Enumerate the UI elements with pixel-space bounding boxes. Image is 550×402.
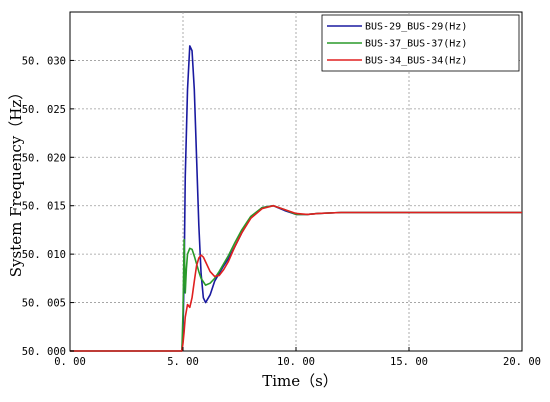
x-tick-label: 15. 00 (390, 356, 428, 368)
x-tick-label: 20. 00 (503, 356, 541, 368)
legend-box (321, 14, 520, 72)
y-axis-title: System Frequency（Hz） (7, 85, 25, 277)
x-axis-ticks: 0. 00 5. 00 10. 00 15. 00 20. 00 (54, 347, 541, 368)
y-tick-label: 50. 015 (22, 201, 66, 213)
x-tick-label: 10. 00 (277, 356, 315, 368)
series-layer (70, 45, 522, 352)
x-axis-title: Time（s） (262, 372, 338, 390)
series-line-2 (70, 204, 522, 352)
y-axis-ticks: 50. 000 50. 005 50. 010 50. 015 50. 020 50. 0… (22, 55, 74, 358)
legend: BUS-29_BUS-29(Hz) BUS-37_BUS-37(Hz) BUS-34… (321, 14, 520, 72)
y-tick-label: 50. 000 (22, 346, 66, 358)
x-tick-label: 0. 00 (54, 356, 86, 368)
x-tick-label: 5. 00 (167, 356, 199, 368)
y-tick-label: 50. 010 (22, 249, 66, 261)
y-tick-label: 50. 025 (22, 104, 66, 116)
legend-label: BUS-34_BUS-34(Hz) (365, 56, 467, 67)
legend-label: BUS-29_BUS-29(Hz) (365, 22, 467, 33)
y-tick-label: 50. 020 (22, 152, 66, 164)
y-tick-label: 50. 005 (22, 298, 66, 310)
series-line-3 (70, 204, 522, 352)
legend-label: BUS-37_BUS-37(Hz) (365, 39, 467, 50)
y-tick-label: 50. 030 (22, 55, 66, 67)
